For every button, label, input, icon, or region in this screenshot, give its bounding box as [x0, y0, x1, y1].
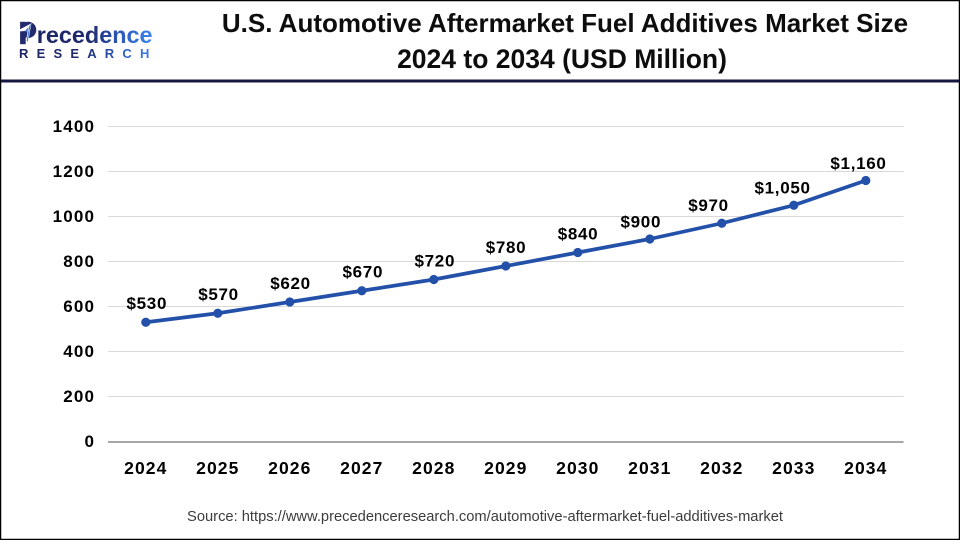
svg-text:1000: 1000	[53, 207, 96, 226]
svg-text:2027: 2027	[340, 458, 383, 478]
svg-text:$720: $720	[414, 252, 455, 271]
svg-text:$620: $620	[270, 274, 311, 293]
svg-text:$1,160: $1,160	[830, 154, 886, 173]
svg-text:Source: https://www.precedence: Source: https://www.precedenceresearch.c…	[187, 509, 783, 525]
svg-text:2032: 2032	[700, 458, 743, 478]
svg-text:$670: $670	[342, 263, 383, 282]
svg-text:2025: 2025	[196, 458, 239, 478]
svg-text:2026: 2026	[268, 458, 311, 478]
svg-text:$970: $970	[688, 196, 729, 215]
svg-text:2024: 2024	[124, 458, 167, 478]
svg-text:2030: 2030	[556, 458, 599, 478]
svg-text:RESEARCH: RESEARCH	[19, 46, 158, 61]
svg-text:2028: 2028	[412, 458, 455, 478]
svg-text:600: 600	[63, 297, 95, 316]
svg-text:2031: 2031	[628, 458, 671, 478]
svg-text:800: 800	[63, 252, 95, 271]
svg-text:$840: $840	[558, 225, 599, 244]
svg-text:2024 to 2034 (USD Million): 2024 to 2034 (USD Million)	[397, 44, 727, 74]
svg-text:0: 0	[85, 432, 96, 451]
svg-text:2029: 2029	[484, 458, 527, 478]
svg-text:1400: 1400	[53, 117, 96, 136]
svg-text:1200: 1200	[53, 162, 96, 181]
svg-text:recedence: recedence	[37, 22, 153, 48]
svg-text:2034: 2034	[844, 458, 887, 478]
svg-text:$780: $780	[486, 238, 527, 257]
svg-text:200: 200	[63, 387, 95, 406]
svg-text:$530: $530	[126, 294, 167, 313]
svg-text:U.S. Automotive Aftermarket Fu: U.S. Automotive Aftermarket Fuel Additiv…	[222, 8, 908, 38]
svg-text:$1,050: $1,050	[754, 179, 810, 198]
svg-text:$900: $900	[620, 213, 661, 232]
svg-text:$570: $570	[198, 285, 239, 304]
svg-text:400: 400	[63, 342, 95, 361]
svg-text:2033: 2033	[772, 458, 815, 478]
